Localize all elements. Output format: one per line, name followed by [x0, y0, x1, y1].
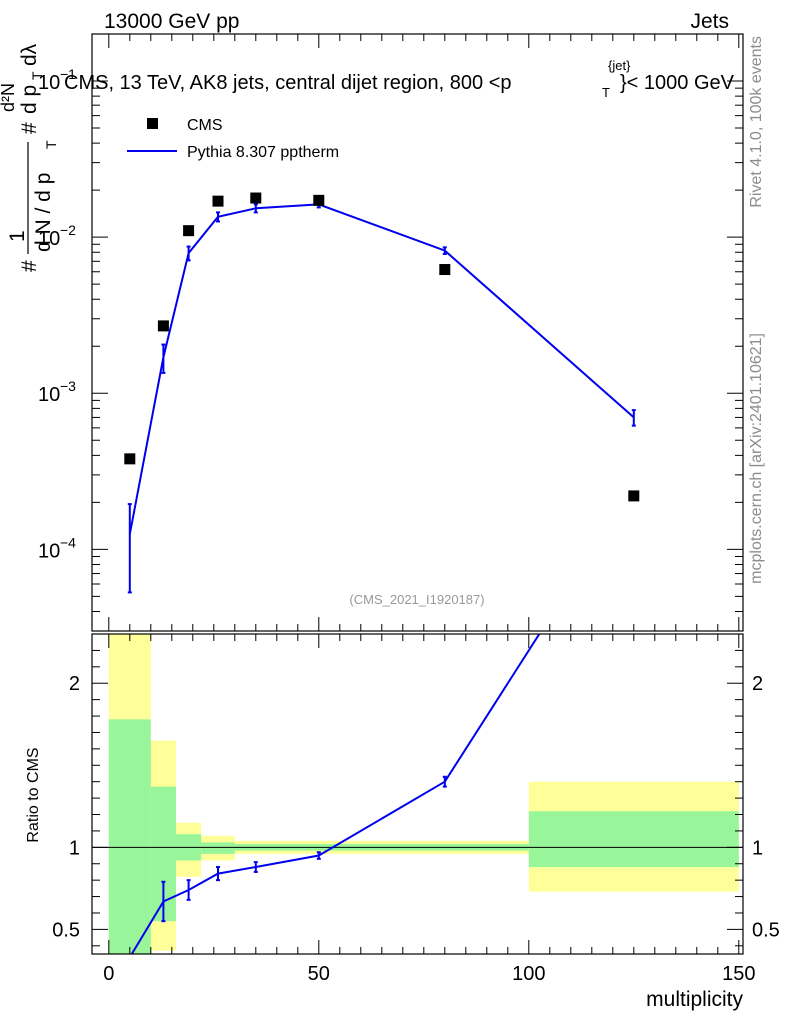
title-tail: }< 1000 GeV [620, 72, 735, 94]
ratio-y-axis-label: Ratio to CMS [25, 747, 42, 842]
ylabel-d2n: d²N [0, 83, 18, 112]
top-y-tick-label-exp: −1 [60, 66, 76, 82]
header-left: 13000 GeV pp [104, 10, 239, 33]
ratio-y-tick-label-left: 0.5 [52, 919, 80, 941]
cms-data-point [439, 264, 451, 276]
top-y-axis-label: # 1 d N / d p T # d p T dλ d²N [0, 43, 59, 272]
top-y-tick-label: 10 −2 [38, 222, 76, 250]
ratio-panel-axes: 0 50 100 150 0.5 0.5 1 1 2 2 [52, 633, 780, 985]
top-panel-frame [91, 33, 744, 632]
top-y-tick-label-base: 10 [38, 228, 60, 250]
title-sub: T [602, 85, 610, 100]
ylabel-dlambda: dλ [18, 43, 41, 66]
top-y-tick-label-exp: −4 [60, 534, 76, 550]
legend: CMS Pythia 8.307 pptherm [127, 117, 339, 161]
cms-data-point [157, 320, 169, 332]
top-y-tick-label-base: 10 [38, 384, 60, 406]
uncertainty-band-green [528, 811, 739, 868]
ylabel-hash-2: # [18, 122, 41, 134]
ratio-panel-data [92, 634, 743, 954]
header-right: Jets [690, 10, 729, 33]
top-y-tick-label-exp: −2 [60, 222, 76, 238]
cms-data-point [628, 490, 640, 502]
ratio-y-tick-label-left: 2 [69, 673, 80, 695]
ylabel-one: 1 [6, 230, 29, 242]
analysis-watermark: (CMS_2021_I1920187) [349, 592, 484, 607]
cms-data-point [313, 194, 325, 206]
x-tick-label: 150 [722, 963, 755, 985]
x-tick-label: 50 [308, 963, 330, 985]
ylabel-sub-t-2: T [29, 71, 45, 80]
ratio-series-line [130, 634, 541, 954]
top-panel-data [124, 192, 640, 594]
ylabel-hash-1: # [18, 260, 41, 272]
ylabel-dp: d p [18, 85, 41, 114]
mcplots-reference-label: mcplots.cern.ch [arXiv:2401.10621] [748, 333, 765, 584]
cms-data-point [124, 453, 136, 465]
top-panel-axes: 10−410−310−210−1 [38, 33, 744, 632]
title-main: CMS, 13 TeV, AK8 jets, central dijet reg… [64, 72, 512, 94]
cms-data-point [212, 195, 224, 207]
top-y-tick-label: 10 −3 [38, 378, 76, 406]
rivet-version-label: Rivet 4.1.0, 100k events [748, 36, 765, 208]
uncertainty-band-green [108, 719, 151, 954]
top-y-tick-label: 10 −4 [38, 534, 76, 562]
ratio-y-tick-label-right: 2 [752, 673, 763, 695]
top-y-tick-label-base: 10 [38, 72, 60, 94]
ratio-y-tick-label-right: 0.5 [752, 919, 780, 941]
uncertainty-band-green [201, 842, 235, 854]
legend-cms-label: CMS [187, 117, 223, 134]
ylabel-sub-t-1: T [43, 140, 59, 149]
top-y-tick-label-exp: −3 [60, 378, 76, 394]
x-tick-label: 100 [512, 963, 545, 985]
top-y-tick-label-base: 10 [38, 540, 60, 562]
ylabel-dn-dpt: d N / d p [32, 173, 55, 252]
cms-data-point [250, 192, 262, 204]
ratio-panel-frame [91, 633, 744, 955]
pythia-series-line [128, 203, 635, 535]
x-tick-label: 0 [103, 963, 114, 985]
plot-title: CMS, 13 TeV, AK8 jets, central dijet reg… [64, 58, 735, 100]
ratio-y-tick-label-left: 1 [69, 837, 80, 859]
legend-cms-marker [147, 118, 158, 129]
top-y-tick-label: 10 −1 [38, 66, 76, 94]
legend-pythia-label: Pythia 8.307 pptherm [187, 144, 339, 161]
ratio-y-tick-label-right: 1 [752, 837, 763, 859]
x-axis-label: multiplicity [646, 988, 743, 1011]
title-sup: {jet} [608, 58, 631, 73]
cms-data-point [183, 225, 195, 237]
